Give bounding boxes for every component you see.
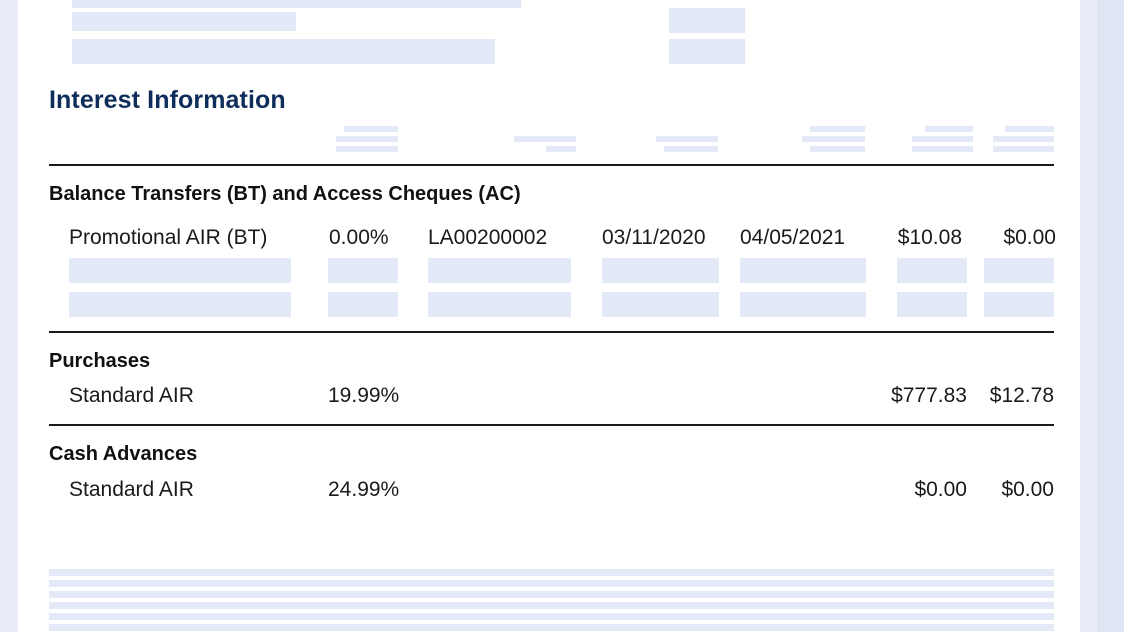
row-rate: 19.99% xyxy=(328,384,400,407)
redacted-column-header xyxy=(336,136,398,142)
redacted-cell xyxy=(69,258,291,283)
redacted-column-header xyxy=(656,136,718,142)
redacted-column-header xyxy=(514,136,576,142)
redacted-cell xyxy=(428,292,571,317)
redacted-cell xyxy=(897,258,967,283)
redacted-paragraph xyxy=(49,569,1054,632)
redacted-cell xyxy=(740,258,866,283)
row-end-date: 04/05/2021 xyxy=(740,226,846,249)
redacted-column-header xyxy=(1005,126,1054,132)
redacted-cell xyxy=(740,292,866,317)
row-interest: $0.00 xyxy=(1001,478,1054,501)
row-balance: $10.08 xyxy=(897,226,962,249)
section-title: Interest Information xyxy=(49,86,286,114)
row-balance: $777.83 xyxy=(891,384,967,407)
redacted-line xyxy=(72,39,495,64)
redacted-column-header xyxy=(802,136,865,142)
redacted-cell xyxy=(897,292,967,317)
redacted-block xyxy=(669,39,745,64)
redacted-cell xyxy=(602,258,719,283)
background-rail xyxy=(1097,0,1124,632)
redacted-cell xyxy=(984,258,1054,283)
redacted-block xyxy=(669,8,745,33)
redacted-cell xyxy=(984,292,1054,317)
row-label: Standard AIR xyxy=(69,478,194,501)
redacted-cell xyxy=(428,258,571,283)
row-interest: $0.00 xyxy=(1003,226,1056,249)
redacted-column-header xyxy=(912,146,973,152)
section-divider xyxy=(49,164,1054,166)
section-divider xyxy=(49,331,1054,333)
redacted-column-header xyxy=(344,126,398,132)
redacted-column-header xyxy=(546,146,576,152)
cash-advances-heading: Cash Advances xyxy=(49,443,198,465)
purchases-heading: Purchases xyxy=(49,350,151,372)
row-rate: 24.99% xyxy=(328,478,400,501)
row-rate: 0.00% xyxy=(329,226,389,249)
redacted-line xyxy=(72,0,521,8)
section-divider xyxy=(49,424,1054,426)
redacted-cell xyxy=(328,292,398,317)
redacted-column-header xyxy=(993,146,1054,152)
redacted-cell xyxy=(69,292,291,317)
redacted-column-header xyxy=(664,146,718,152)
redacted-column-header xyxy=(336,146,398,152)
row-start-date: 03/11/2020 xyxy=(602,226,706,249)
redacted-cell xyxy=(328,258,398,283)
redacted-line xyxy=(72,12,296,31)
redacted-column-header xyxy=(925,126,973,132)
row-balance: $0.00 xyxy=(914,478,967,501)
redacted-column-header xyxy=(810,146,865,152)
row-interest: $12.78 xyxy=(989,384,1054,407)
redacted-column-header xyxy=(993,136,1054,142)
redacted-column-header xyxy=(912,136,973,142)
bt-heading: Balance Transfers (BT) and Access Cheque… xyxy=(49,183,521,205)
row-reference: LA00200002 xyxy=(428,226,548,249)
row-label: Promotional AIR (BT) xyxy=(69,226,268,249)
redacted-column-header xyxy=(810,126,865,132)
redacted-cell xyxy=(602,292,719,317)
row-label: Standard AIR xyxy=(69,384,194,407)
